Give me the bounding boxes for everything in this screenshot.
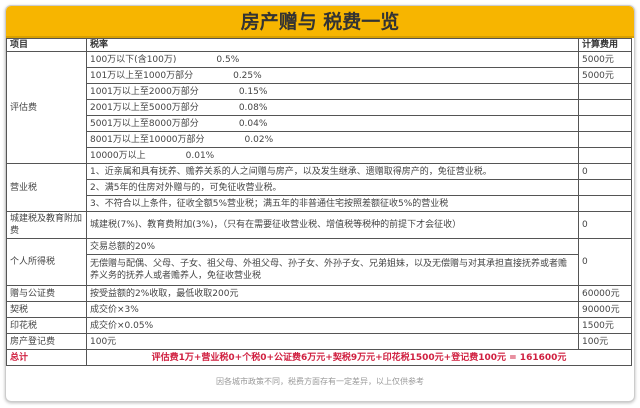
- rate-cell: 100万以下(含100万) 0.5%: [86, 51, 579, 68]
- table-row: 3、不符合以上条件，征收全额5%营业税；满五年的非普通住宅按照差额征收5%的营业…: [7, 195, 632, 212]
- item-cell: 赠与公证费: [6, 285, 87, 302]
- total-formula: 评估费1万+营业税0+个税0+公证费6万元+契税9万元+印花税1500元+登记费…: [86, 349, 632, 366]
- header-item: 项目: [6, 38, 87, 52]
- total-label: 总计: [6, 349, 87, 366]
- table-row: 个人所得税 交易总额的20% 0: [6, 238, 632, 286]
- fee-cell: 100元: [578, 333, 632, 350]
- rate-cell: 交易总额的20%: [86, 238, 579, 255]
- item-cell: 契税: [6, 301, 87, 318]
- rate-cell: 1001万以上至2000万部分 0.15%: [86, 83, 579, 100]
- item-cell: 房产登记费: [6, 333, 87, 350]
- rate-cell: 成交价×3%: [86, 301, 579, 318]
- rate-cell: 10000万以上 0.01%: [86, 147, 579, 164]
- item-cell: 印花税: [6, 317, 87, 334]
- rate-cell: 2001万以上至5000万部分 0.08%: [86, 99, 579, 116]
- fee-cell: 90000元: [578, 301, 632, 318]
- table-row: 101万以上至1000万部分 0.25% 5000元: [7, 67, 632, 84]
- tax-table-card: 房产赠与 税费一览 项目 税率 计算费用 评估费 100万以下(含100万) 0.5% 5…: [5, 5, 635, 402]
- fee-cell: [578, 179, 632, 196]
- fee-cell: 1500元: [578, 317, 632, 334]
- table-row: 印花税 成交价×0.05% 1500元: [6, 317, 632, 334]
- item-cell: 个人所得税: [6, 238, 87, 286]
- table-row: 赠与公证费 按受益额的2%收取，最低收取200元 60000元: [6, 285, 632, 302]
- rate-cell: 8001万以上至10000万部分 0.02%: [86, 131, 579, 148]
- fee-cell: [578, 83, 632, 100]
- fee-cell: 0: [578, 238, 632, 286]
- table-row: 房产登记费 100元 100元: [6, 333, 632, 350]
- table-row: 5001万以上至8000万部分 0.04%: [7, 115, 632, 132]
- rate-cell: 成交价×0.05%: [86, 317, 579, 334]
- footer-note: 因各城市政策不同，税费方面存有一定差异，以上仅供参考: [216, 377, 424, 386]
- fee-cell: 0: [578, 163, 632, 180]
- fee-cell: [578, 99, 632, 116]
- fee-cell: [578, 131, 632, 148]
- item-cell: 评估费: [6, 51, 87, 164]
- header-fee: 计算费用: [578, 38, 632, 52]
- fee-cell: 5000元: [578, 67, 632, 84]
- fee-cell: [578, 195, 632, 212]
- table-row: 2001万以上至5000万部分 0.08%: [7, 99, 632, 116]
- rate-cell: 无偿赠与配偶、父母、子女、祖父母、外祖父母、孙子女、外孙子女、兄弟姐妹，以及无偿…: [86, 254, 579, 286]
- table-row: 营业税 1、近亲属和具有抚养、赡养关系的人之间赠与房产，以及发生继承、遗赠取得房产…: [6, 163, 632, 212]
- table-row: 无偿赠与配偶、父母、子女、祖父母、外祖父母、孙子女、外孙子女、兄弟姐妹，以及无偿…: [7, 254, 632, 286]
- rate-cell: 城建税(7%)、教育费附加(3%)，（只有在需要征收营业税、增值税等税种的前提下…: [86, 211, 579, 239]
- item-cell: 城建税及教育附加费: [6, 211, 87, 239]
- table-header: 项目 税率 计算费用: [6, 38, 632, 52]
- rate-cell: 100元: [86, 333, 579, 350]
- table-row: 2、满5年的住房对外赠与的，可免征收营业税。: [7, 179, 632, 196]
- rate-cell: 101万以上至1000万部分 0.25%: [86, 67, 579, 84]
- table-row: 契税 成交价×3% 90000元: [6, 301, 632, 318]
- header-rate: 税率: [86, 38, 579, 52]
- fee-cell: [578, 147, 632, 164]
- table-row: 1001万以上至2000万部分 0.15%: [7, 83, 632, 100]
- rate-cell: 5001万以上至8000万部分 0.04%: [86, 115, 579, 132]
- rate-cell: 按受益额的2%收取，最低收取200元: [86, 285, 579, 302]
- table-row: 评估费 100万以下(含100万) 0.5% 5000元: [6, 51, 632, 164]
- rate-cell: 1、近亲属和具有抚养、赡养关系的人之间赠与房产，以及发生继承、遗赠取得房产的，免…: [86, 163, 579, 180]
- item-cell: 营业税: [6, 163, 87, 212]
- table-row: 10000万以上 0.01%: [7, 147, 632, 164]
- table-row: 城建税及教育附加费 城建税(7%)、教育费附加(3%)，（只有在需要征收营业税、增…: [6, 211, 632, 239]
- fee-cell: [578, 115, 632, 132]
- fee-cell: 0: [578, 211, 632, 239]
- rate-cell: 2、满5年的住房对外赠与的，可免征收营业税。: [86, 179, 579, 196]
- tax-table: 项目 税率 计算费用 评估费 100万以下(含100万) 0.5% 5000元 101万以…: [6, 38, 632, 366]
- page-title: 房产赠与 税费一览: [6, 6, 634, 38]
- total-row: 总计 评估费1万+营业税0+个税0+公证费6万元+契税9万元+印花税1500元+登…: [6, 349, 632, 366]
- fee-cell: 5000元: [578, 51, 632, 68]
- table-row: 8001万以上至10000万部分 0.02%: [7, 131, 632, 148]
- fee-cell: 60000元: [578, 285, 632, 302]
- rate-cell: 3、不符合以上条件，征收全额5%营业税；满五年的非普通住宅按照差额征收5%的营业…: [86, 195, 579, 212]
